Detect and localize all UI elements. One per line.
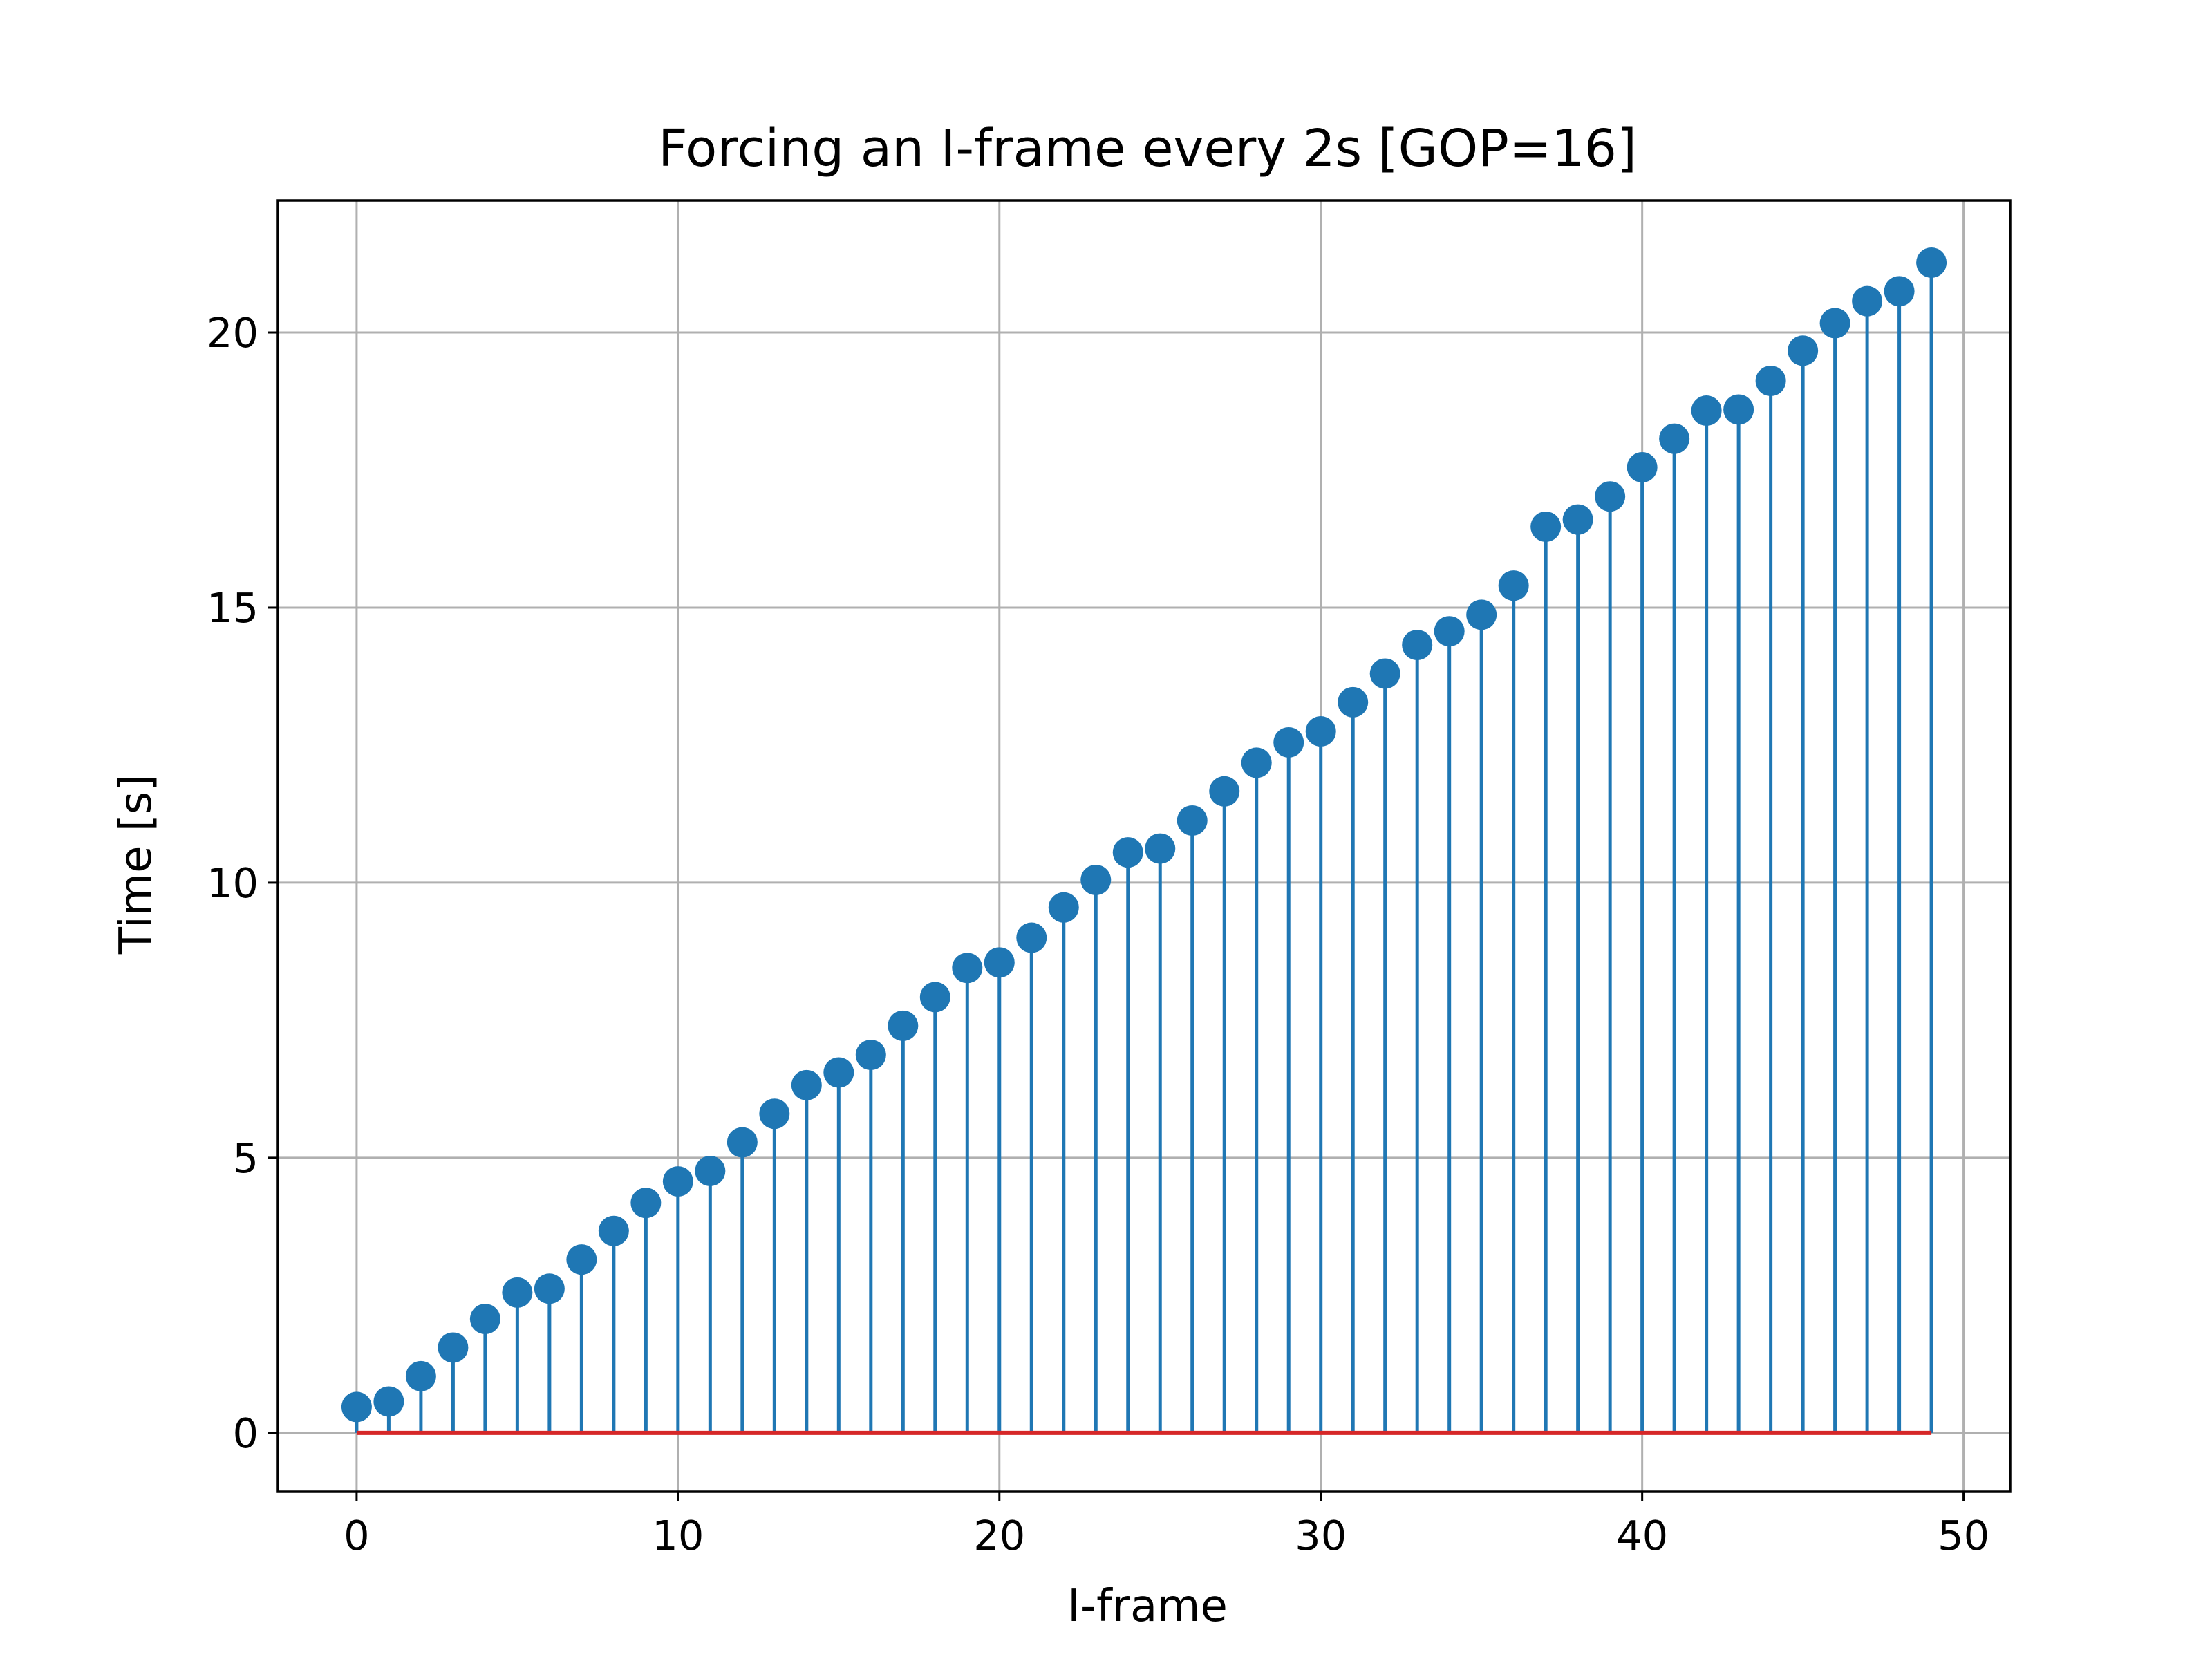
stem-marker xyxy=(1659,423,1690,454)
stem-marker xyxy=(823,1057,854,1088)
stem-marker xyxy=(534,1273,565,1304)
y-tick-label: 5 xyxy=(232,1134,259,1182)
stem-marker xyxy=(405,1360,436,1391)
stem-marker xyxy=(952,953,983,984)
y-axis-label: Time [s] xyxy=(111,774,162,955)
stem-marker xyxy=(695,1155,726,1186)
stem-marker xyxy=(1305,716,1336,747)
stem-marker xyxy=(1562,504,1593,535)
stem-marker xyxy=(1788,335,1819,366)
stem-marker xyxy=(1177,805,1208,836)
stem-marker xyxy=(984,947,1015,978)
stem-marker xyxy=(888,1010,919,1041)
stem-marker xyxy=(1723,394,1754,425)
y-tick-label: 20 xyxy=(207,309,259,357)
markers xyxy=(341,247,1947,1423)
stem-marker xyxy=(1273,727,1304,758)
y-tick-label: 0 xyxy=(232,1409,259,1457)
stem-marker xyxy=(855,1040,886,1071)
stem-marker xyxy=(1498,570,1529,601)
stem-marker xyxy=(1402,630,1433,661)
stem-marker xyxy=(469,1304,500,1335)
y-axis-ticks: 0 5 10 15 20 xyxy=(207,309,278,1457)
stem-marker xyxy=(1369,658,1400,689)
x-tick-label: 30 xyxy=(1295,1512,1347,1559)
stems xyxy=(355,262,1933,1433)
stem-marker xyxy=(1241,747,1272,778)
y-tick-label: 15 xyxy=(207,584,259,632)
stem-marker xyxy=(1112,837,1143,868)
x-axis-ticks: 0 10 20 30 40 50 xyxy=(344,1492,1989,1559)
stem-marker xyxy=(759,1098,790,1130)
stem-marker xyxy=(1338,686,1369,718)
stem-marker xyxy=(502,1277,533,1308)
stem-marker xyxy=(1145,833,1176,864)
stem-marker xyxy=(1434,616,1465,647)
stem-marker xyxy=(1595,481,1626,512)
stem-marker xyxy=(919,982,950,1013)
stem-marker xyxy=(1916,247,1947,278)
stem-marker xyxy=(341,1391,372,1423)
stem-marker xyxy=(1466,599,1497,630)
y-tick-label: 10 xyxy=(207,859,259,907)
stem-marker xyxy=(791,1069,822,1100)
stem-marker xyxy=(438,1332,469,1363)
stem-marker xyxy=(1530,511,1562,542)
x-tick-label: 10 xyxy=(652,1512,704,1559)
stem-marker xyxy=(727,1127,758,1158)
stem-marker xyxy=(598,1215,629,1246)
x-tick-label: 20 xyxy=(973,1512,1025,1559)
stem-marker xyxy=(566,1244,597,1275)
x-tick-label: 50 xyxy=(1938,1512,1989,1559)
stem-marker xyxy=(1755,366,1786,397)
chart-title: Forcing an I-frame every 2s [GOP=16] xyxy=(658,119,1637,178)
plot-frame xyxy=(276,199,2012,1493)
stem-marker xyxy=(373,1386,404,1417)
stem-marker xyxy=(1819,308,1850,339)
stem-marker xyxy=(1048,892,1079,923)
stem-marker xyxy=(1080,864,1112,895)
x-tick-label: 40 xyxy=(1616,1512,1668,1559)
stem-marker xyxy=(630,1188,662,1219)
stem-marker xyxy=(1209,776,1240,807)
x-tick-label: 0 xyxy=(344,1512,370,1559)
x-axis-label: I-frame xyxy=(1067,1581,1228,1632)
stem-marker xyxy=(1016,922,1047,953)
stem-marker xyxy=(1691,395,1722,427)
stem-marker xyxy=(1627,452,1658,483)
stem-marker xyxy=(662,1166,693,1197)
stem-marker xyxy=(1884,276,1915,307)
stem-marker xyxy=(1852,285,1883,317)
